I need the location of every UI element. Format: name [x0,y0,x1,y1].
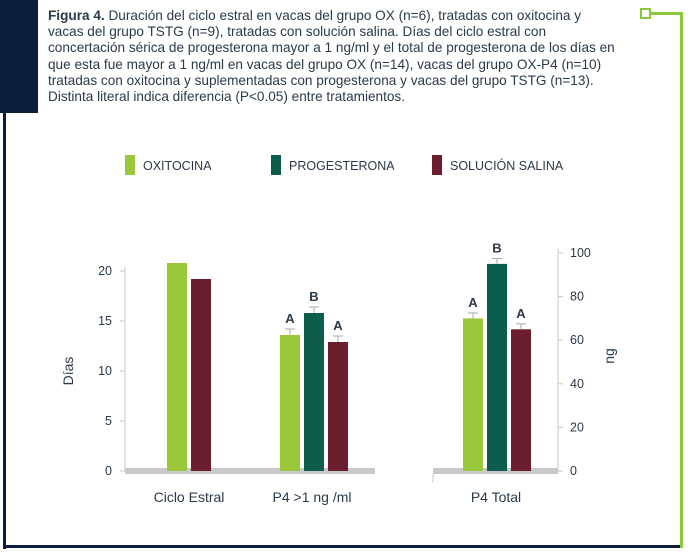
legend-swatch-1 [125,155,135,175]
figure-caption: Figura 4. Duración del ciclo estral en v… [48,8,618,105]
significance-letter: A [333,318,343,333]
significance-letter: A [468,295,478,310]
frame-line-top [646,12,683,15]
bar-soluci-n-salina [191,279,211,471]
y-left-tick-label: 5 [105,414,112,428]
y-right-tick-label: 60 [570,333,584,347]
y-right-tick-label: 0 [570,464,577,478]
y-right-axis-label: ng [601,348,617,364]
y-right-tick-label: 20 [570,420,584,434]
corner-block [0,0,38,113]
y-left-axis-label: Días [60,357,76,386]
legend-label-3: SOLUCIÓN SALINA [450,158,564,173]
bar-soluci-n-salina [328,342,348,471]
significance-letter: B [309,289,318,304]
y-left-tick-label: 10 [98,364,112,378]
significance-letter: A [516,306,526,321]
corner-square-icon [640,8,651,19]
figure-caption-text: Duración del ciclo estral en vacas del g… [48,8,615,105]
bar-progesterona [487,263,507,471]
bar-oxitocina [280,335,300,471]
significance-letter: B [492,240,501,255]
legend-label-1: OXITOCINA [143,159,212,173]
legend-swatch-3 [432,155,442,175]
y-right-tick-label: 40 [570,377,584,391]
bar-oxitocina [167,263,187,471]
x-category-label: P4 Total [471,489,521,505]
frame-line-right [680,14,683,548]
x-category-label: Ciclo Estral [154,489,225,505]
y-left-tick-label: 20 [98,264,112,278]
significance-letter: A [285,311,295,326]
legend-swatch-2 [271,155,281,175]
y-left-tick-label: 15 [98,314,112,328]
bar-oxitocina [463,318,483,471]
x-axis-baseline-left [125,468,375,474]
y-left-tick-label: 0 [105,464,112,478]
bar-progesterona [304,313,324,471]
x-category-label: P4 >1 ng /ml [273,489,352,505]
figure-label: Figura 4. [48,8,105,23]
frame-line-left [3,113,6,549]
frame-line-bottom [3,545,683,548]
bar-soluci-n-salina [511,329,531,471]
y-right-tick-label: 100 [570,246,591,260]
y-right-tick-label: 80 [570,290,584,304]
legend-label-2: PROGESTERONA [289,159,395,173]
